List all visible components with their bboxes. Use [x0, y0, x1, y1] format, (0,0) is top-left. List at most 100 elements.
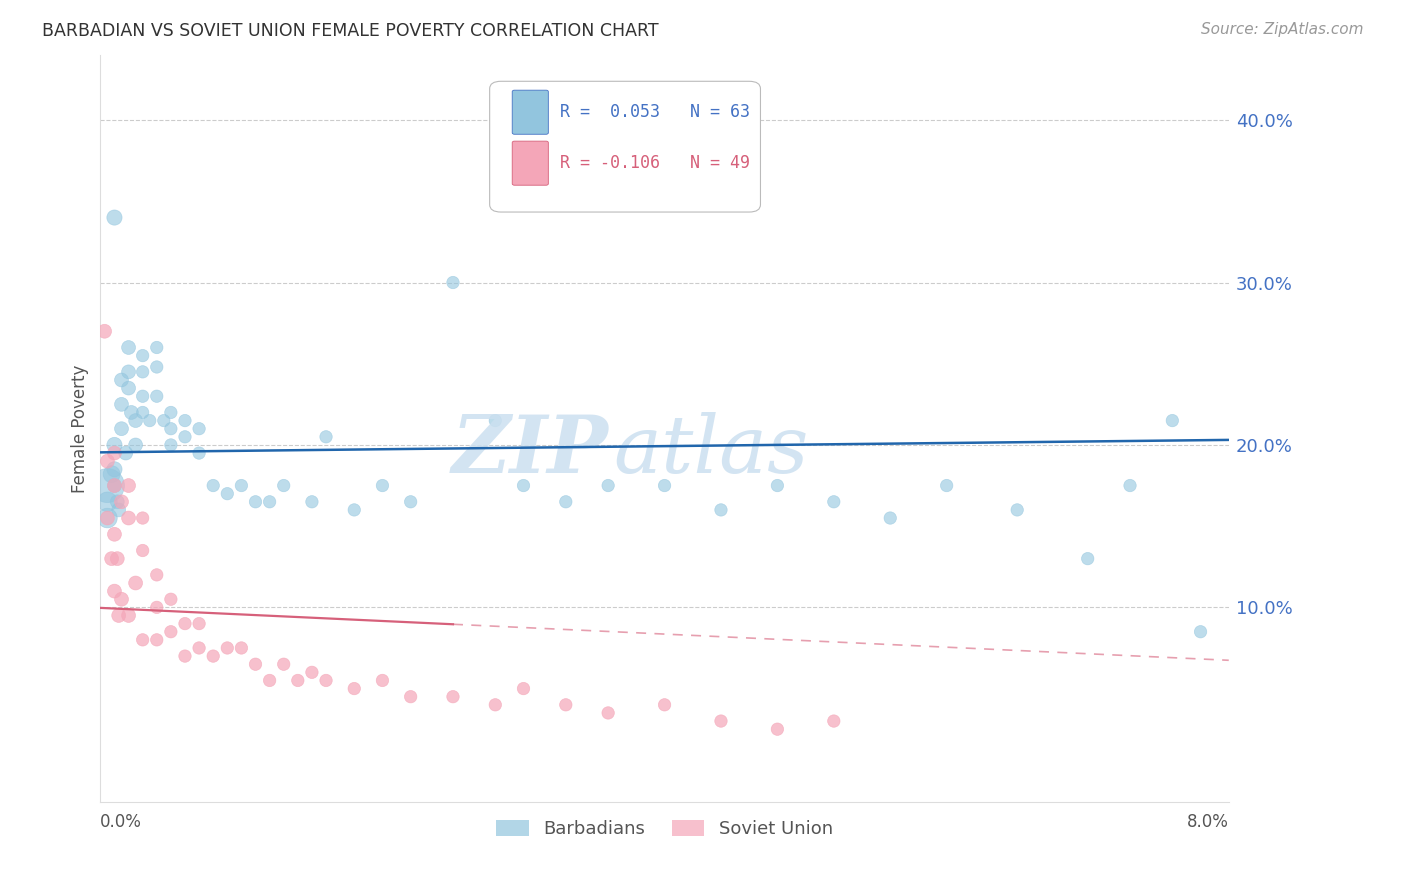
Point [174, 649, 197, 664]
Point [245, 495, 267, 509]
Point [100, 467, 122, 482]
Point [100, 551, 122, 566]
Point [110, 422, 132, 436]
Point [96, 495, 118, 509]
Point [371, 478, 394, 492]
Point [146, 341, 169, 355]
Point [935, 478, 957, 492]
Point [188, 422, 211, 436]
Point [103, 446, 125, 460]
Point [117, 608, 139, 623]
Point [371, 673, 394, 688]
Point [103, 584, 125, 599]
Point [110, 373, 132, 387]
Point [117, 478, 139, 492]
FancyBboxPatch shape [489, 81, 761, 212]
Point [117, 365, 139, 379]
Point [245, 657, 267, 672]
Point [131, 365, 153, 379]
Point [188, 640, 211, 655]
Point [343, 681, 366, 696]
Point [174, 430, 197, 444]
Point [287, 673, 309, 688]
Point [343, 503, 366, 517]
Point [301, 495, 323, 509]
Point [96, 478, 118, 492]
Point [96, 454, 118, 468]
Point [146, 600, 169, 615]
Point [103, 462, 125, 476]
FancyBboxPatch shape [512, 141, 548, 186]
Point [174, 616, 197, 631]
Text: BARBADIAN VS SOVIET UNION FEMALE POVERTY CORRELATION CHART: BARBADIAN VS SOVIET UNION FEMALE POVERTY… [42, 22, 659, 40]
Point [110, 495, 132, 509]
Point [110, 397, 132, 411]
Point [1161, 414, 1184, 428]
Point [766, 478, 789, 492]
Text: 8.0%: 8.0% [1187, 814, 1229, 831]
Text: R = -0.106   N = 49: R = -0.106 N = 49 [560, 154, 749, 172]
Point [273, 657, 295, 672]
Point [117, 511, 139, 525]
Point [105, 551, 128, 566]
Point [484, 414, 506, 428]
Point [131, 389, 153, 403]
Point [315, 430, 337, 444]
Point [103, 478, 125, 492]
Text: 0.0%: 0.0% [100, 814, 142, 831]
Point [107, 503, 129, 517]
Point [259, 673, 281, 688]
Point [146, 567, 169, 582]
Point [1119, 478, 1142, 492]
Point [1189, 624, 1212, 639]
Point [131, 405, 153, 419]
Point [399, 690, 422, 704]
Point [217, 640, 239, 655]
Point [124, 414, 146, 428]
Point [598, 478, 620, 492]
Point [202, 478, 225, 492]
Point [188, 446, 211, 460]
Point [1077, 551, 1099, 566]
Point [231, 640, 253, 655]
Point [399, 495, 422, 509]
Point [131, 543, 153, 558]
Point [273, 478, 295, 492]
Point [1005, 503, 1028, 517]
Point [554, 495, 576, 509]
Point [315, 673, 337, 688]
Point [598, 706, 620, 720]
Text: ZIP: ZIP [451, 412, 609, 490]
Point [117, 341, 139, 355]
Point [259, 495, 281, 509]
Point [93, 324, 115, 338]
Point [766, 722, 789, 736]
Point [107, 608, 129, 623]
Point [124, 438, 146, 452]
Point [231, 478, 253, 492]
Point [131, 511, 153, 525]
Point [105, 495, 128, 509]
Point [103, 438, 125, 452]
Point [301, 665, 323, 680]
Point [131, 349, 153, 363]
Point [879, 511, 901, 525]
Point [823, 714, 845, 728]
Point [124, 576, 146, 591]
Point [202, 649, 225, 664]
Point [160, 438, 183, 452]
Point [160, 405, 183, 419]
Point [823, 495, 845, 509]
Point [188, 616, 211, 631]
Point [96, 511, 118, 525]
Point [96, 511, 118, 525]
Text: Source: ZipAtlas.com: Source: ZipAtlas.com [1201, 22, 1364, 37]
Point [512, 478, 534, 492]
Text: R =  0.053   N = 63: R = 0.053 N = 63 [560, 103, 749, 121]
Point [110, 592, 132, 607]
Point [710, 503, 733, 517]
Point [117, 381, 139, 395]
Point [710, 714, 733, 728]
Point [103, 527, 125, 541]
Point [138, 414, 160, 428]
